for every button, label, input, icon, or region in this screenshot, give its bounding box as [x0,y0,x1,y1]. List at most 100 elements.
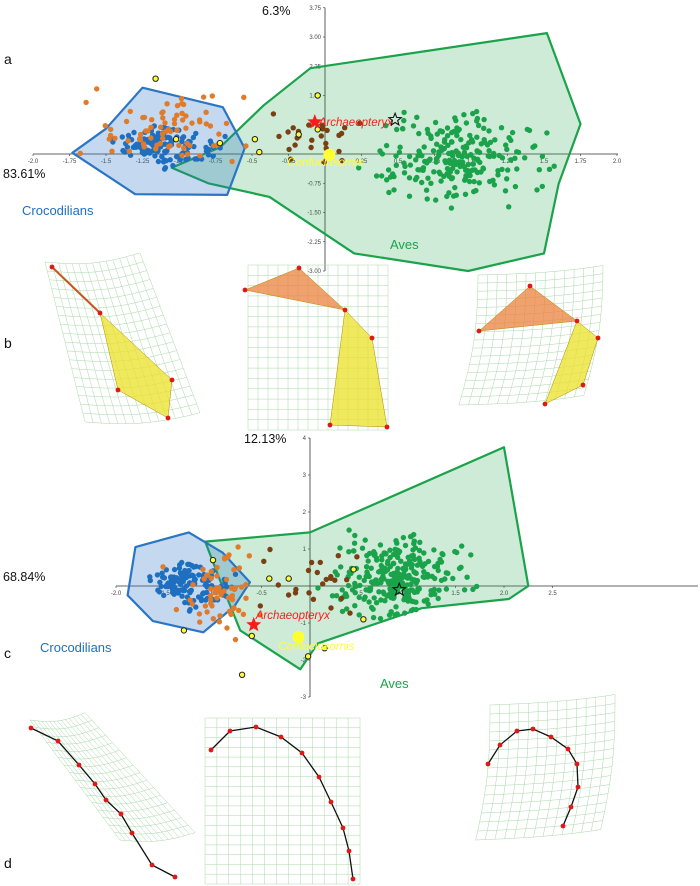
non-avian-point [140,114,146,121]
non-avian-point [165,144,172,150]
bird-point [366,550,373,557]
bird-point [436,169,442,175]
bird-point [449,139,455,145]
bird-point [377,568,383,574]
bird-point [465,161,471,168]
landmark-point [165,415,171,421]
bird-point [374,557,380,563]
bird-point [425,558,432,565]
bird-point [453,192,459,198]
bird-point [448,205,455,211]
non-avian-point [149,117,155,123]
grid-line [84,412,201,424]
bird-point [379,557,385,563]
transitional-point [320,581,326,587]
transitional-point [290,125,296,131]
grid-line [487,757,613,769]
non-avian-point [200,566,206,572]
transitional-point [308,559,315,566]
grid-line [47,261,144,273]
non-avian-point [181,145,187,151]
bird-point [504,176,510,182]
confuciusornis-label: Confuciusornis [278,641,354,653]
bird-point [428,588,434,594]
crocodilian-point [152,153,158,159]
crocodilian-point [177,157,183,163]
bird-point [401,109,407,116]
bird-point [368,565,374,571]
bird-point [492,137,498,143]
grid-line [477,265,604,276]
bird-point [402,561,409,567]
confuciusornis-marker [292,631,305,644]
aves-label: Aves [390,237,419,252]
landmark-point [340,825,346,831]
highlight-point [248,632,256,640]
grid-line [69,764,134,775]
bird-point [486,148,492,154]
bird-point [467,132,473,139]
non-avian-point [140,141,147,147]
bird-point [431,547,437,553]
bird-point [397,144,403,150]
crocodilian-point [162,148,168,155]
y-tick-label: 1 [303,547,307,553]
grid-line [481,802,607,814]
non-avian-point [153,146,159,152]
open-star-marker [391,581,407,597]
bird-point [470,161,476,167]
bird-point [536,167,542,173]
bird-point [495,172,501,178]
y-tick-label: 2 [303,510,307,516]
transitional-point [306,122,312,128]
bird-point [471,178,477,185]
bird-point [388,571,394,578]
grid-line [52,742,113,752]
y-tick-label: 3.00 [309,35,321,41]
bird-point [352,532,358,539]
bird-point [356,594,362,601]
grid-line [489,712,615,724]
non-avian-point [209,93,215,99]
bird-point [361,596,367,602]
grid-line [44,252,141,264]
crocodilian-point [119,134,126,140]
outline-curve [487,728,579,827]
transitional-point [293,586,299,593]
grid-line [485,775,611,787]
crocodilian-point [159,574,166,580]
transitional-point [288,156,294,162]
non-avian-point [204,609,210,615]
transitional-point [323,140,329,147]
x-tick-label: -2.0 [28,159,39,165]
bird-point [450,575,456,582]
grid-line [477,820,603,832]
grid-line [475,829,601,841]
non-avian-point [123,118,130,125]
transitional-point [314,569,320,576]
highlight-point [172,136,180,143]
landmark-point [227,728,233,734]
bird-point [470,167,476,173]
bird-point [349,587,356,593]
grid-line [494,704,510,840]
orange-segment [51,266,101,314]
non-avian-point [187,142,193,149]
x-tick-label: -0.75 [209,159,223,165]
transitional-point [310,596,317,602]
bird-point [512,183,519,190]
bird-point [407,162,414,168]
bird-point [410,598,416,605]
bird-point [504,146,510,153]
bird-point [376,589,382,595]
crocodilian-point [147,574,153,580]
non-avian-point [125,138,131,144]
bird-point [435,595,441,602]
bird-point [506,135,512,141]
archaeopteryx-label: Archaeopteryx [255,610,331,622]
bird-point [393,162,399,168]
grid-line [600,694,616,830]
x-tick-label: 2.0 [613,159,622,165]
landmark-point [485,761,491,767]
non-avian-point [196,117,203,123]
